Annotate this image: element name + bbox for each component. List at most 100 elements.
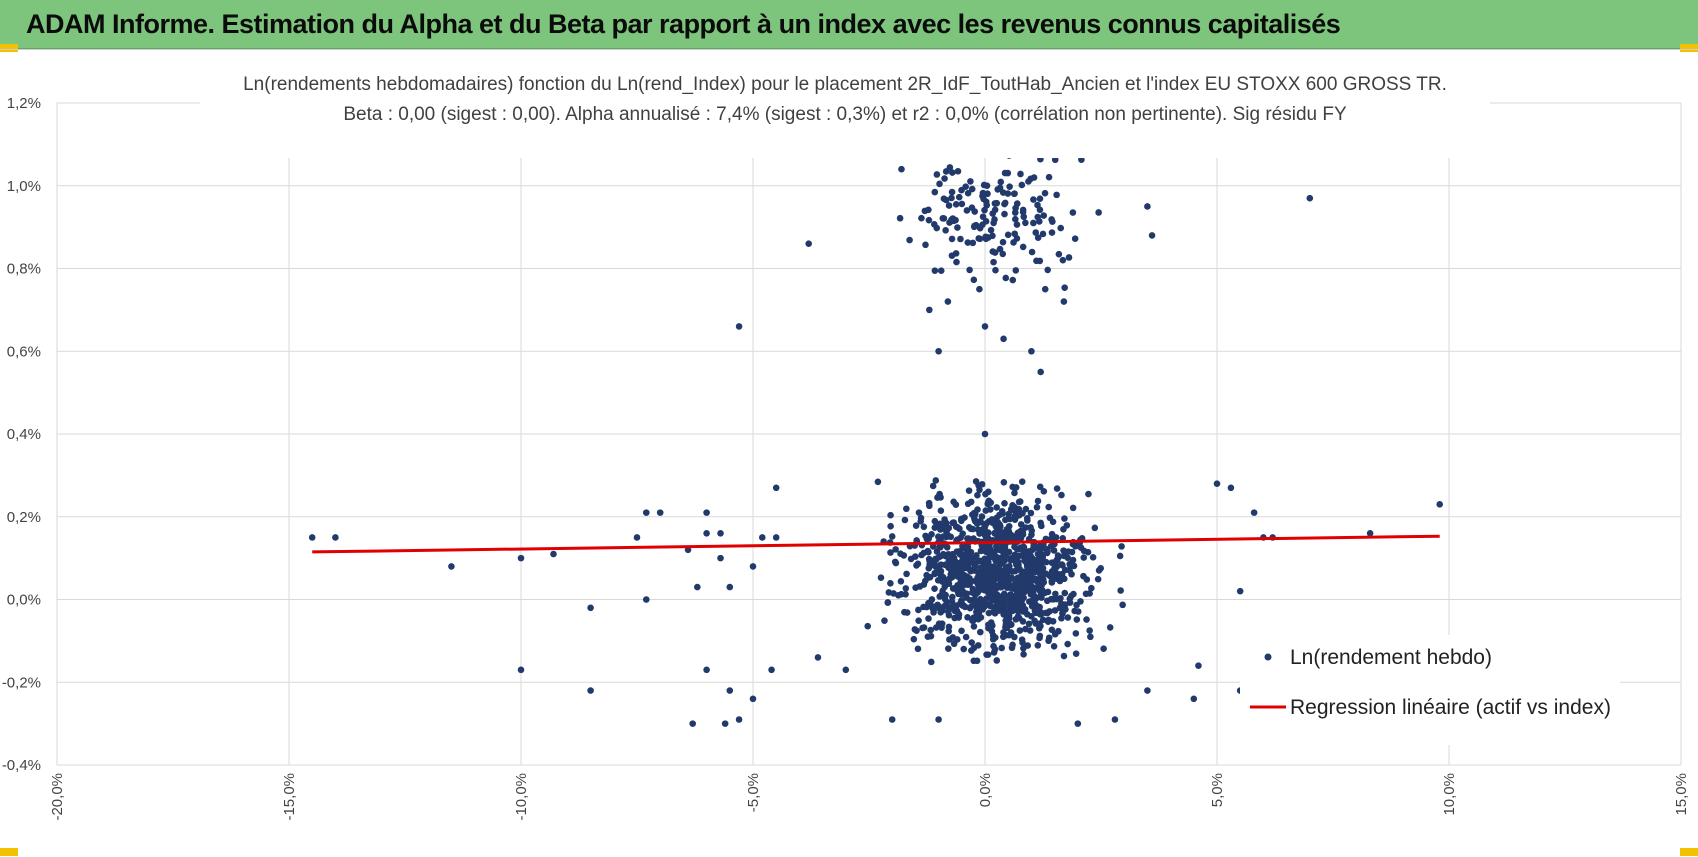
data-point (517, 554, 525, 562)
data-point (749, 563, 757, 570)
data-point (1051, 630, 1059, 638)
data-point (931, 267, 939, 274)
data-point (1053, 595, 1060, 603)
data-point (969, 239, 977, 247)
data-point (1011, 489, 1018, 497)
data-point (991, 589, 998, 596)
data-point (969, 589, 976, 596)
data-point (976, 526, 983, 534)
data-point (976, 486, 983, 494)
data-point (928, 530, 935, 538)
data-point (976, 224, 984, 232)
data-point (1040, 487, 1048, 495)
data-point (1048, 216, 1055, 223)
data-point (1034, 550, 1042, 558)
data-point (1019, 243, 1027, 251)
data-point (1017, 170, 1024, 178)
data-point (987, 565, 995, 572)
data-point (1019, 206, 1027, 214)
axis-layer: 1,2% 1,0% 0,8% 0,6% 0,4% 0,2% 0,0% -0,2% -0,4% -2… (2, 95, 1690, 821)
data-point (984, 651, 992, 658)
data-point (772, 484, 780, 492)
data-point (962, 633, 970, 641)
data-point (1094, 575, 1102, 583)
data-point (1039, 571, 1047, 579)
data-point (971, 517, 979, 525)
data-point (1030, 588, 1037, 595)
data-point (932, 555, 939, 563)
data-point (912, 522, 920, 530)
data-point (965, 487, 973, 494)
data-point (1064, 554, 1072, 562)
data-point (735, 323, 743, 330)
data-point (1007, 505, 1015, 513)
data-point (973, 657, 981, 665)
data-point (1013, 513, 1020, 520)
data-point (991, 206, 999, 214)
data-point (995, 601, 1003, 608)
data-point (1080, 572, 1087, 580)
data-point (1072, 542, 1079, 550)
data-point (988, 551, 996, 559)
data-point (587, 604, 594, 612)
data-point (1032, 229, 1040, 236)
data-point (1007, 604, 1015, 611)
x-tick-label: -5,0% (745, 773, 762, 812)
data-point (945, 524, 953, 532)
data-point (993, 543, 1000, 550)
data-point (963, 590, 970, 597)
data-point (332, 534, 339, 541)
data-point (1061, 589, 1069, 597)
data-point (931, 188, 939, 196)
data-point (1072, 650, 1080, 657)
data-point (976, 598, 983, 605)
data-point (1004, 231, 1012, 239)
legend-marker-scatter (1264, 653, 1272, 661)
data-point (1067, 562, 1074, 570)
data-point (964, 500, 972, 508)
data-point (931, 585, 938, 593)
data-point (517, 666, 525, 674)
data-point (952, 501, 960, 509)
data-point (917, 518, 924, 525)
data-point (925, 574, 933, 581)
data-point (1306, 194, 1314, 202)
data-point (1058, 491, 1065, 499)
data-point (1020, 570, 1027, 577)
data-point (717, 554, 724, 562)
data-point (978, 480, 986, 488)
data-point (1038, 522, 1045, 530)
data-point (999, 238, 1007, 246)
data-point (1015, 498, 1023, 506)
data-point (956, 573, 964, 581)
data-point (1012, 484, 1020, 491)
data-point (1036, 483, 1044, 491)
data-point (906, 236, 913, 244)
data-point (1053, 571, 1060, 579)
data-point (1022, 524, 1029, 531)
data-point (1040, 212, 1048, 219)
data-point (1030, 543, 1038, 550)
data-point (985, 498, 992, 506)
data-point (1041, 589, 1049, 597)
data-point (991, 610, 999, 617)
data-point (910, 635, 918, 643)
data-point (1032, 620, 1040, 627)
data-point (887, 522, 894, 530)
data-point (970, 623, 978, 630)
data-point (805, 240, 812, 247)
data-point (1034, 234, 1042, 242)
data-point (948, 188, 956, 196)
data-point (1013, 221, 1021, 228)
data-point (1035, 624, 1043, 632)
data-point (689, 720, 696, 727)
data-point (1051, 156, 1059, 164)
data-point (915, 509, 923, 516)
data-point (949, 169, 956, 176)
data-point (1033, 503, 1041, 511)
data-point (954, 524, 961, 531)
data-point (1073, 616, 1081, 623)
data-point (587, 687, 594, 694)
data-point (1036, 257, 1044, 265)
x-tick-label: -10,0% (513, 773, 530, 821)
